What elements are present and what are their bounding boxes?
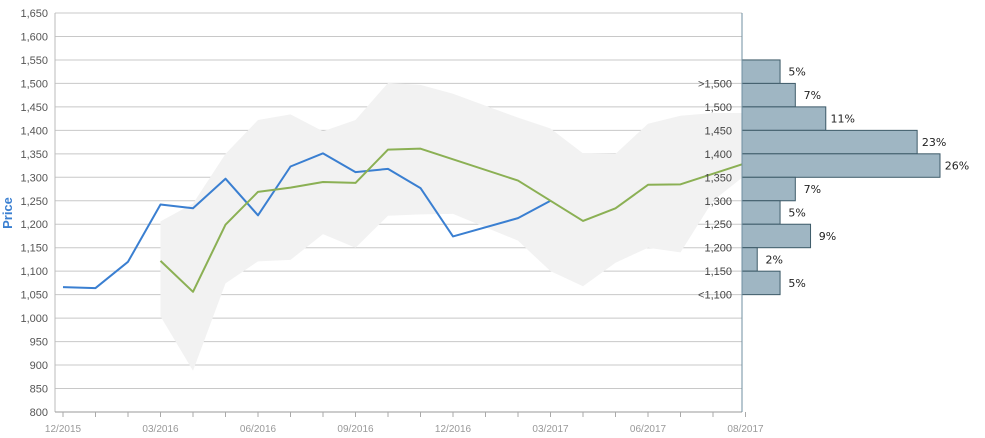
histogram-bin-label: <1,100 xyxy=(698,290,732,302)
histogram-bar xyxy=(741,82,796,108)
y-axis-title: Price xyxy=(0,197,15,229)
histogram-bar xyxy=(741,129,918,155)
histogram-pct-label: 7% xyxy=(804,183,821,196)
x-tick-label: 06/2016 xyxy=(240,424,277,435)
histogram-bar xyxy=(741,106,827,131)
histogram-bin-label: >1,500 xyxy=(698,78,732,90)
histogram-pct-label: 23% xyxy=(922,136,946,149)
histogram-bar xyxy=(741,59,781,84)
forecast-histogram: >1,500 5% 1,500 7% 1,450 11% 1,400 23% 1,350 26% 1… xyxy=(698,59,969,302)
histogram-bin-label: 1,500 xyxy=(704,102,732,114)
y-tick-label: 1,200 xyxy=(20,219,48,231)
x-tick-label: 12/2015 xyxy=(45,424,82,435)
histogram-bin-label: 1,150 xyxy=(704,266,732,278)
histogram-bin-label: 1,300 xyxy=(704,196,732,208)
histogram-bin-label: 1,400 xyxy=(704,149,732,161)
price-series xyxy=(62,147,746,293)
histogram-bin-label: 1,450 xyxy=(704,125,732,137)
y-tick-label: 850 xyxy=(30,384,48,396)
histogram-pct-label: 9% xyxy=(819,230,836,243)
histogram-pct-label: 5% xyxy=(788,207,805,220)
x-tick-label: 08/2017 xyxy=(727,424,764,435)
y-tick-label: 1,350 xyxy=(20,149,48,161)
y-tick-label: 1,100 xyxy=(20,266,48,278)
y-tick-label: 1,500 xyxy=(20,78,48,90)
x-tick-label: 09/2016 xyxy=(337,424,374,435)
forecast-band-area xyxy=(160,82,746,371)
axes: 12/2015 03/2016 06/2016 09/2016 12/2016 03/20… xyxy=(45,13,764,435)
histogram-bin-label: 1,350 xyxy=(704,172,732,184)
y-tick-label: 1,050 xyxy=(20,290,48,302)
series-line xyxy=(159,147,746,293)
y-tick-label: 1,150 xyxy=(20,243,48,255)
histogram-bar xyxy=(741,176,796,202)
y-tick-label: 1,400 xyxy=(20,125,48,137)
y-tick-label: 1,300 xyxy=(20,172,48,184)
histogram-pct-label: 26% xyxy=(945,160,969,173)
y-tick-label: 1,450 xyxy=(20,102,48,114)
x-tick-label: 12/2016 xyxy=(435,424,472,435)
y-tick-label: 900 xyxy=(30,360,48,372)
y-tick-label: 1,250 xyxy=(20,196,48,208)
x-tick-label: 03/2016 xyxy=(142,424,179,435)
histogram-pct-label: 2% xyxy=(766,253,783,266)
histogram-pct-label: 7% xyxy=(804,89,821,102)
histogram-bin-label: 1,250 xyxy=(704,219,732,231)
x-tick-label: 03/2017 xyxy=(532,424,569,435)
y-tick-label: 800 xyxy=(30,407,48,419)
series-line xyxy=(62,152,551,290)
histogram-bar xyxy=(741,200,781,225)
y-tick-label: 1,650 xyxy=(20,8,48,20)
x-tick-label: 06/2017 xyxy=(630,424,667,435)
histogram-bar xyxy=(741,247,758,272)
forecast-range-band xyxy=(160,82,746,371)
histogram-pct-label: 5% xyxy=(788,277,805,290)
y-tick-label: 1,000 xyxy=(20,313,48,325)
histogram-bin-label: 1,200 xyxy=(704,243,732,255)
histogram-bar xyxy=(741,223,812,249)
histogram-pct-label: 11% xyxy=(831,113,855,126)
y-tick-label: 1,550 xyxy=(20,55,48,67)
y-tick-label: 950 xyxy=(30,337,48,349)
histogram-pct-label: 5% xyxy=(788,66,805,79)
y-tick-label: 1,600 xyxy=(20,31,48,43)
histogram-bar xyxy=(741,153,941,178)
histogram-bar xyxy=(741,270,781,296)
